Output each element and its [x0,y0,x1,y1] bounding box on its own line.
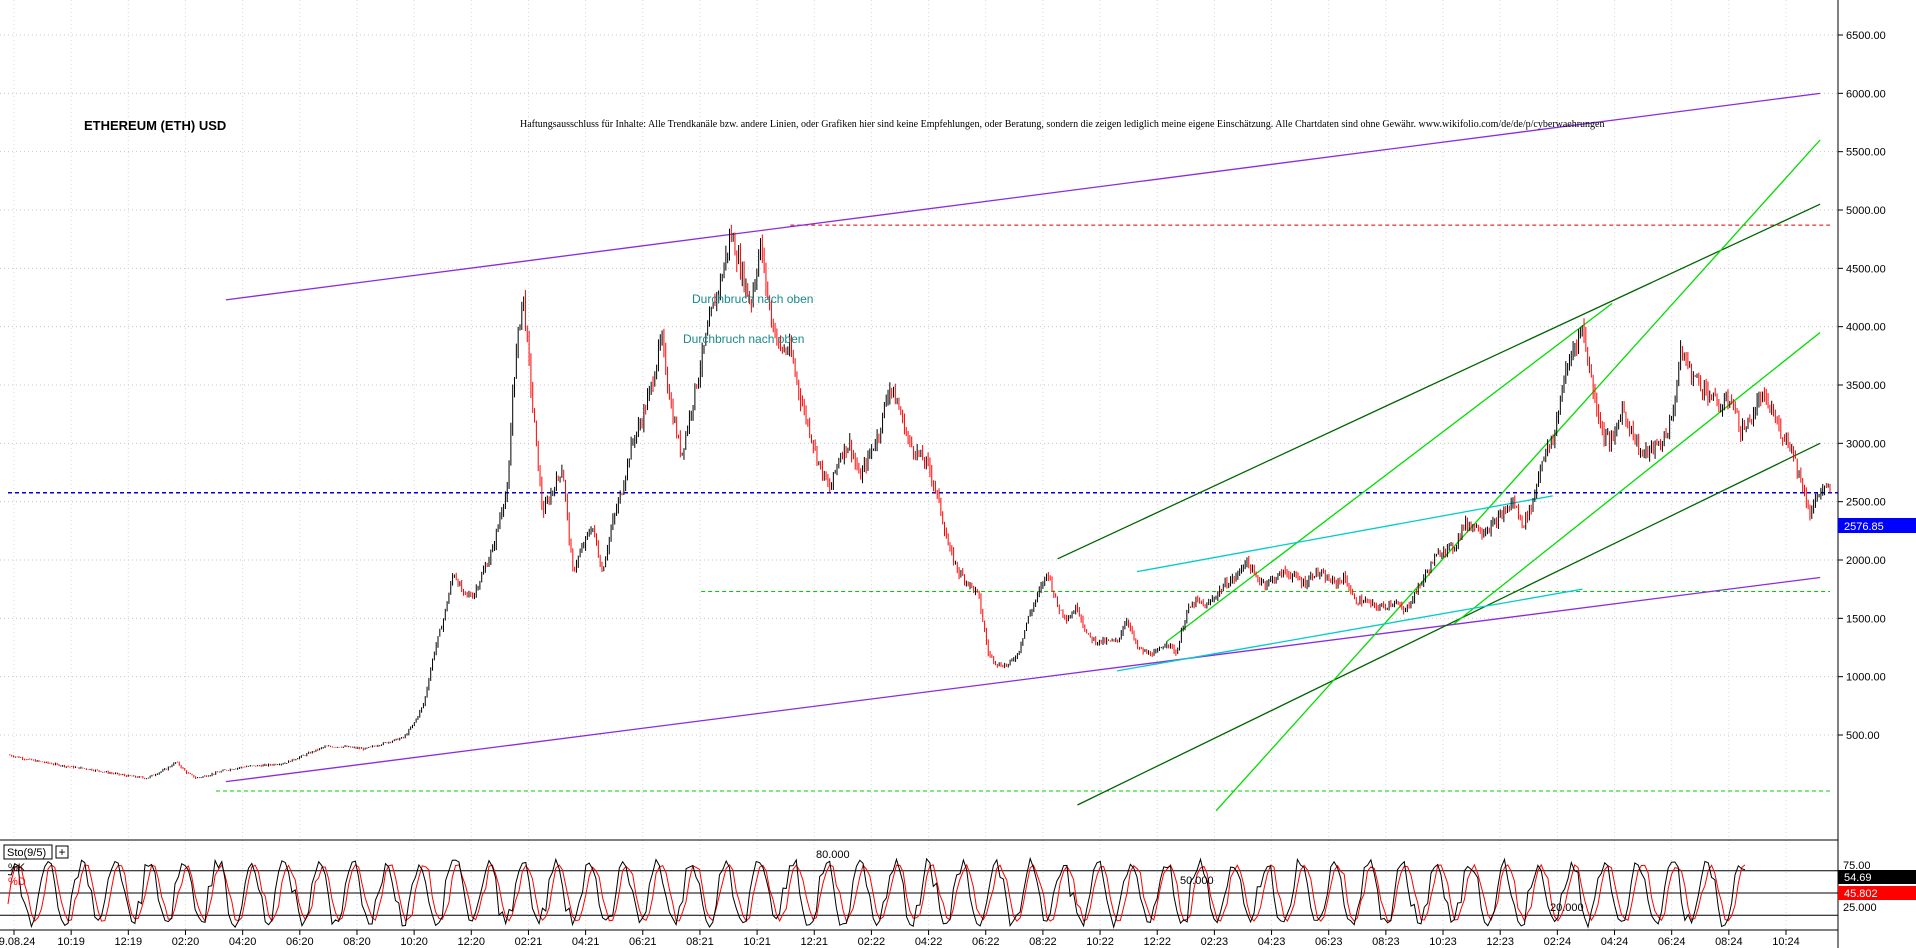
time-tick-label: 10:20 [400,936,428,948]
time-tick-label: 08:23 [1372,936,1400,948]
annotation-breakout-1: Durchbruch nach oben [692,292,813,306]
time-tick-label: 12:20 [458,936,486,948]
time-tick-label: 08:24 [1715,936,1743,948]
price-tick-label: 2500.00 [1846,497,1886,509]
price-axis: 500.00 1000.00 1500.00 2000.00 2500.00 3000.0… [1837,0,1886,948]
time-tick-label: 10:23 [1429,936,1457,948]
time-tick-label: 12:19 [115,936,143,948]
time-tick-label: 04:24 [1601,936,1629,948]
price-tick-label: 500.00 [1846,730,1880,742]
time-tick-label: 04:22 [915,936,943,948]
time-tick-label: 12:23 [1486,936,1514,948]
price-tick-label: 1000.00 [1846,672,1886,684]
d-label: %D [8,876,26,888]
d-value-flag [1838,886,1916,900]
trend-line [1057,203,1821,560]
time-tick-label: 02:23 [1201,936,1229,948]
trend-line [1136,495,1553,573]
time-tick-label: 08:21 [686,936,714,948]
expand-icon[interactable] [55,845,69,859]
grid-lines [0,0,1838,930]
stoch-level-20: 20.000 [1550,902,1584,914]
main-plot-area [0,0,1838,840]
current-price-label: 2576.85 [1844,521,1884,533]
time-tick-label: 08:20 [343,936,371,948]
stoch-axis-75: 75.00 [1843,860,1871,872]
trend-line [1453,331,1821,625]
time-tick-label: 10:21 [743,936,771,948]
disclaimer-text: Haftungsausschluss für Inhalte: Alle Tre… [520,119,1605,130]
stochastic-panel [0,856,1838,930]
stoch-d-line [7,863,1746,923]
price-tick-label: 3000.00 [1846,438,1886,450]
time-tick-label: 06:24 [1658,936,1686,948]
time-tick-label: 02:21 [515,936,543,948]
time-tick-label: 04:23 [1258,936,1286,948]
trend-lines [225,92,1821,812]
time-tick-label: 10:24 [1772,936,1800,948]
stoch-axis-25: 25.000 [1843,902,1877,914]
price-tick-label: 6000.00 [1846,88,1886,100]
time-tick-label: 19.08.24 [0,936,35,948]
trend-line [1077,442,1821,806]
trend-line [225,92,1821,301]
price-tick-label: 1500.00 [1846,613,1886,625]
time-tick-label: 10:19 [57,936,85,948]
price-tick-label: 3500.00 [1846,380,1886,392]
plus-icon: + [58,845,65,859]
time-tick-label: 06:21 [629,936,657,948]
stoch-level-50: 50.000 [1180,875,1214,887]
trend-line [1116,588,1583,672]
current-price-flag [1838,518,1916,533]
trend-line [1166,302,1613,643]
k-label: %K [8,862,26,874]
trend-line [1215,139,1821,812]
time-tick-label: 06:23 [1315,936,1343,948]
time-tick-label: 12:22 [1143,936,1171,948]
price-tick-label: 5000.00 [1846,205,1886,217]
time-tick-label: 12:21 [800,936,828,948]
time-axis: 19.08.24 10:19 12:19 02:20 04:20 06:20 08:20 10… [0,839,1838,948]
time-tick-label: 04:21 [572,936,600,948]
price-tick-label: 2000.00 [1846,555,1886,567]
price-tick-label: 4500.00 [1846,263,1886,275]
time-tick-label: 06:20 [286,936,314,948]
price-tick-label: 4000.00 [1846,322,1886,334]
k-value: 54.69 [1844,872,1872,884]
chart-title: ETHEREUM (ETH) USD [84,118,226,133]
time-tick-label: 06:22 [972,936,1000,948]
annotation-breakout-2: Durchbruch nach oben [683,332,804,346]
time-tick-label: 02:24 [1544,936,1572,948]
stoch-level-80: 80.000 [816,849,850,861]
stoch-k-line [7,856,1746,930]
horizontal-levels [8,224,1838,792]
k-value-flag [1838,870,1916,884]
time-tick-label: 08:22 [1029,936,1057,948]
time-tick-label: 02:22 [858,936,886,948]
time-tick-label: 02:20 [172,936,200,948]
stochastic-legend-box[interactable] [3,844,53,860]
price-candles [9,224,1831,780]
d-value: 45.802 [1844,888,1878,900]
price-tick-label: 5500.00 [1846,147,1886,159]
stochastic-label: Sto(9/5) [7,847,46,859]
time-tick-label: 10:22 [1086,936,1114,948]
trend-line [225,576,1821,783]
price-tick-label: 6500.00 [1846,30,1886,42]
time-tick-label: 04:20 [229,936,257,948]
